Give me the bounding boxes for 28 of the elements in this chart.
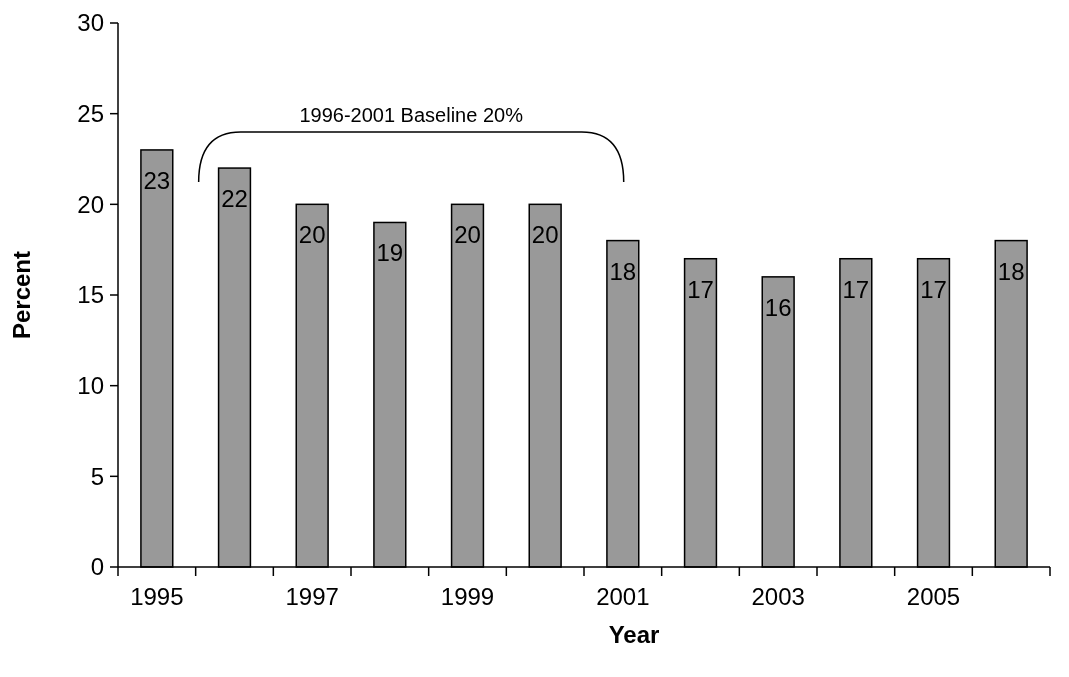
data-label: 17 (687, 275, 714, 303)
x-tick-label: 2001 (596, 583, 650, 610)
data-label: 18 (997, 257, 1025, 285)
data-label: 19 (376, 239, 404, 267)
y-tick-label: 30 (77, 9, 104, 37)
data-label: 20 (531, 221, 559, 249)
x-tick-label: 1997 (285, 583, 339, 610)
annotation: 1996-2001 Baseline 20% (299, 103, 524, 126)
y-axis-title: Percent (8, 250, 35, 340)
x-tick-label: 1999 (440, 583, 495, 610)
data-label: 20 (454, 221, 481, 249)
y-tick-label: 0 (90, 553, 104, 581)
x-tick-label: 2003 (751, 583, 805, 610)
x-tick-label: 2005 (906, 583, 961, 610)
y-tick-label: 10 (77, 372, 104, 400)
data-label: 18 (609, 257, 637, 285)
data-label: 22 (221, 185, 248, 213)
y-tick-label: 5 (90, 462, 104, 490)
y-tick-label: 20 (77, 190, 104, 218)
x-axis-title: Year (608, 621, 660, 648)
y-tick-label: 25 (77, 100, 104, 128)
data-label: 17 (842, 275, 870, 303)
data-label: 20 (298, 221, 326, 249)
y-tick-label: 15 (77, 281, 104, 309)
data-label: 23 (143, 166, 171, 194)
data-label: 17 (920, 275, 947, 303)
x-tick-label: 1995 (130, 583, 184, 610)
data-label: 16 (764, 293, 792, 321)
